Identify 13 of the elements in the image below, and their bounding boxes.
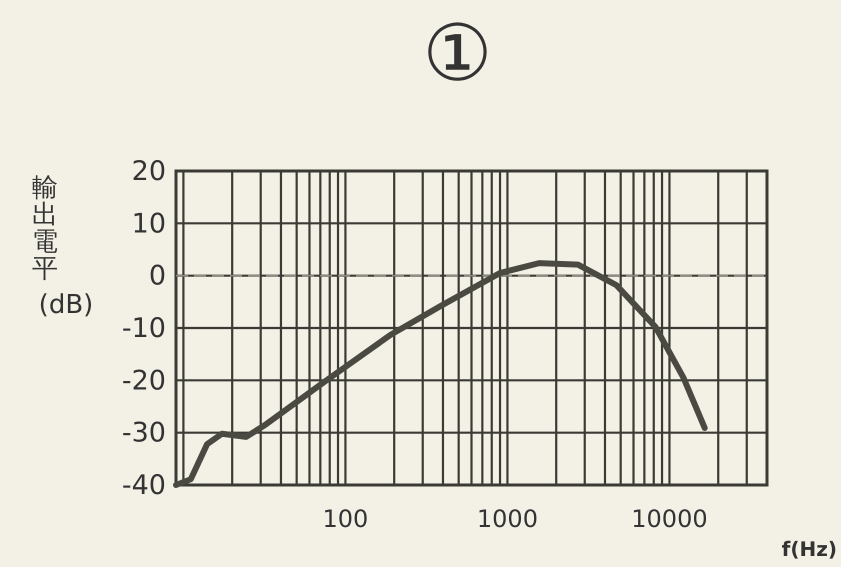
chart-title: ① xyxy=(422,9,492,99)
y-tick-label: -30 xyxy=(122,418,166,449)
y-tick-label: -10 xyxy=(122,313,166,344)
y-tick-label: -40 xyxy=(122,470,166,501)
y-tick-label: -20 xyxy=(122,365,166,396)
y-tick-label: 10 xyxy=(132,208,166,240)
y-tick-label: 0 xyxy=(148,260,166,292)
y-tick-label: 20 xyxy=(132,156,166,187)
x-axis-title: f(Hz) xyxy=(782,537,837,561)
x-tick-label: 100 xyxy=(322,505,368,533)
x-tick-label: 10000 xyxy=(631,505,708,533)
y-axis-title: 輸出電平(dB) xyxy=(32,173,94,320)
x-tick-label: 1000 xyxy=(476,505,538,533)
